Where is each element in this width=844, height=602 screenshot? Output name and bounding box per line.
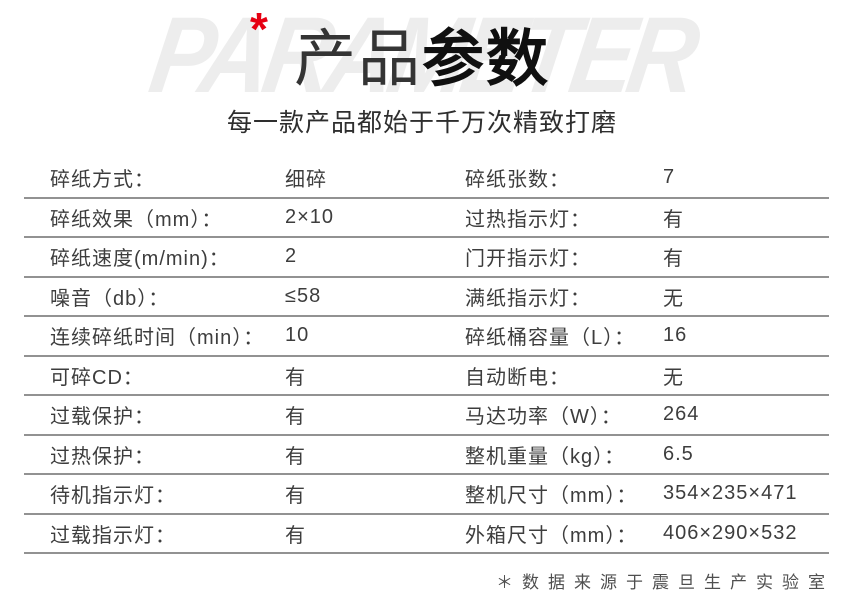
- spec-value: 6.5: [663, 442, 694, 465]
- table-row: 过载保护： 有 马达功率（W）： 264: [24, 396, 829, 436]
- table-cell: 碎纸效果（mm）： 2×10: [24, 203, 465, 232]
- spec-value: 10: [285, 324, 310, 347]
- spec-label: 马达功率（W）：: [465, 406, 622, 429]
- table-cell: 满纸指示灯： 无: [465, 282, 829, 311]
- table-cell: 过热保护： 有: [24, 440, 465, 469]
- spec-label: 碎纸方式：: [50, 169, 155, 192]
- spec-label: 噪音（db）：: [50, 287, 170, 310]
- table-cell: 整机尺寸（mm）： 354×235×471: [465, 479, 829, 508]
- spec-value: 细碎: [285, 169, 327, 192]
- spec-value: 264: [663, 403, 700, 426]
- spec-label: 碎纸速度(m/min)：: [50, 248, 230, 271]
- table-cell: 自动断电： 无: [465, 361, 829, 390]
- table-cell: 碎纸张数： 7: [465, 163, 829, 192]
- spec-label: 外箱尺寸（mm）：: [465, 524, 638, 547]
- spec-label: 过载指示灯：: [50, 524, 176, 547]
- table-row: 过载指示灯： 有 外箱尺寸（mm）： 406×290×532: [24, 515, 829, 554]
- spec-label: 待机指示灯：: [50, 485, 176, 508]
- spec-label: 满纸指示灯：: [465, 287, 591, 310]
- spec-label: 碎纸桶容量（L）：: [465, 327, 636, 350]
- spec-value: 有: [285, 524, 306, 547]
- page-title-light: 产品: [293, 25, 422, 94]
- table-row: 待机指示灯： 有 整机尺寸（mm）： 354×235×471: [24, 475, 829, 515]
- spec-value: 2×10: [285, 205, 335, 228]
- table-cell: 待机指示灯： 有: [24, 479, 465, 508]
- spec-label: 碎纸效果（mm）：: [50, 208, 223, 231]
- table-cell: 外箱尺寸（mm）： 406×290×532: [465, 519, 829, 548]
- page-subtitle: 每一款产品都始于千万次精致打磨: [226, 109, 617, 137]
- page-title-bold: 参数: [422, 25, 551, 94]
- table-cell: 噪音（db）： ≤58: [24, 282, 465, 311]
- spec-value: ≤58: [285, 284, 322, 307]
- spec-value: 有: [285, 485, 306, 508]
- table-cell: 马达功率（W）： 264: [465, 400, 829, 429]
- spec-label: 过热保护：: [50, 445, 155, 468]
- table-cell: 可碎CD： 有: [24, 361, 465, 390]
- spec-value: 有: [285, 406, 306, 429]
- spec-label: 碎纸张数：: [465, 169, 570, 192]
- table-row: 过热保护： 有 整机重量（kg）： 6.5: [24, 436, 829, 475]
- spec-value: 有: [663, 248, 684, 271]
- table-row: 连续碎纸时间（min）： 10 碎纸桶容量（L）： 16: [24, 317, 829, 357]
- table-cell: 碎纸速度(m/min)： 2: [24, 242, 465, 271]
- table-cell: 碎纸方式： 细碎: [24, 163, 465, 192]
- spec-label: 整机重量（kg）：: [465, 445, 626, 468]
- spec-label: 整机尺寸（mm）：: [465, 485, 638, 508]
- spec-label: 过热指示灯：: [465, 208, 591, 231]
- spec-value: 2: [285, 245, 298, 268]
- table-cell: 过热指示灯： 有: [465, 203, 829, 232]
- table-cell: 整机重量（kg）： 6.5: [465, 440, 829, 469]
- table-cell: 过载指示灯： 有: [24, 519, 465, 548]
- spec-value: 16: [663, 324, 688, 347]
- table-cell: 过载保护： 有: [24, 400, 465, 429]
- spec-label: 可碎CD：: [50, 366, 144, 389]
- page-header: PARAMETER * 产品参数 每一款产品都始于千万次精致打磨: [0, 0, 844, 160]
- spec-value: 有: [285, 366, 306, 389]
- table-row: 碎纸速度(m/min)： 2 门开指示灯： 有: [24, 238, 829, 278]
- spec-value: 有: [663, 208, 684, 231]
- spec-label: 自动断电：: [465, 366, 570, 389]
- spec-label: 过载保护：: [50, 406, 155, 429]
- table-cell: 碎纸桶容量（L）： 16: [465, 321, 829, 350]
- table-cell: 连续碎纸时间（min）： 10: [24, 321, 465, 350]
- spec-label: 门开指示灯：: [465, 248, 591, 271]
- required-asterisk-icon: *: [250, 3, 268, 55]
- spec-table: 碎纸方式： 细碎 碎纸张数： 7 碎纸效果（mm）： 2×10 过热指示灯： 有 碎纸速…: [24, 159, 829, 554]
- spec-value: 7: [663, 166, 676, 189]
- table-row: 噪音（db）： ≤58 满纸指示灯： 无: [24, 278, 829, 317]
- spec-value: 无: [663, 366, 684, 389]
- table-row: 可碎CD： 有 自动断电： 无: [24, 357, 829, 396]
- table-row: 碎纸方式： 细碎 碎纸张数： 7: [24, 159, 829, 199]
- data-source-note: ＊数据来源于震旦生产实验室: [496, 573, 834, 592]
- spec-value: 无: [663, 287, 684, 310]
- spec-label: 连续碎纸时间（min）：: [50, 327, 265, 350]
- spec-value: 有: [285, 445, 306, 468]
- table-row: 碎纸效果（mm）： 2×10 过热指示灯： 有: [24, 199, 829, 238]
- spec-value: 406×290×532: [663, 521, 798, 544]
- spec-value: 354×235×471: [663, 482, 798, 505]
- table-cell: 门开指示灯： 有: [465, 242, 829, 271]
- page-title: 产品参数: [0, 24, 844, 95]
